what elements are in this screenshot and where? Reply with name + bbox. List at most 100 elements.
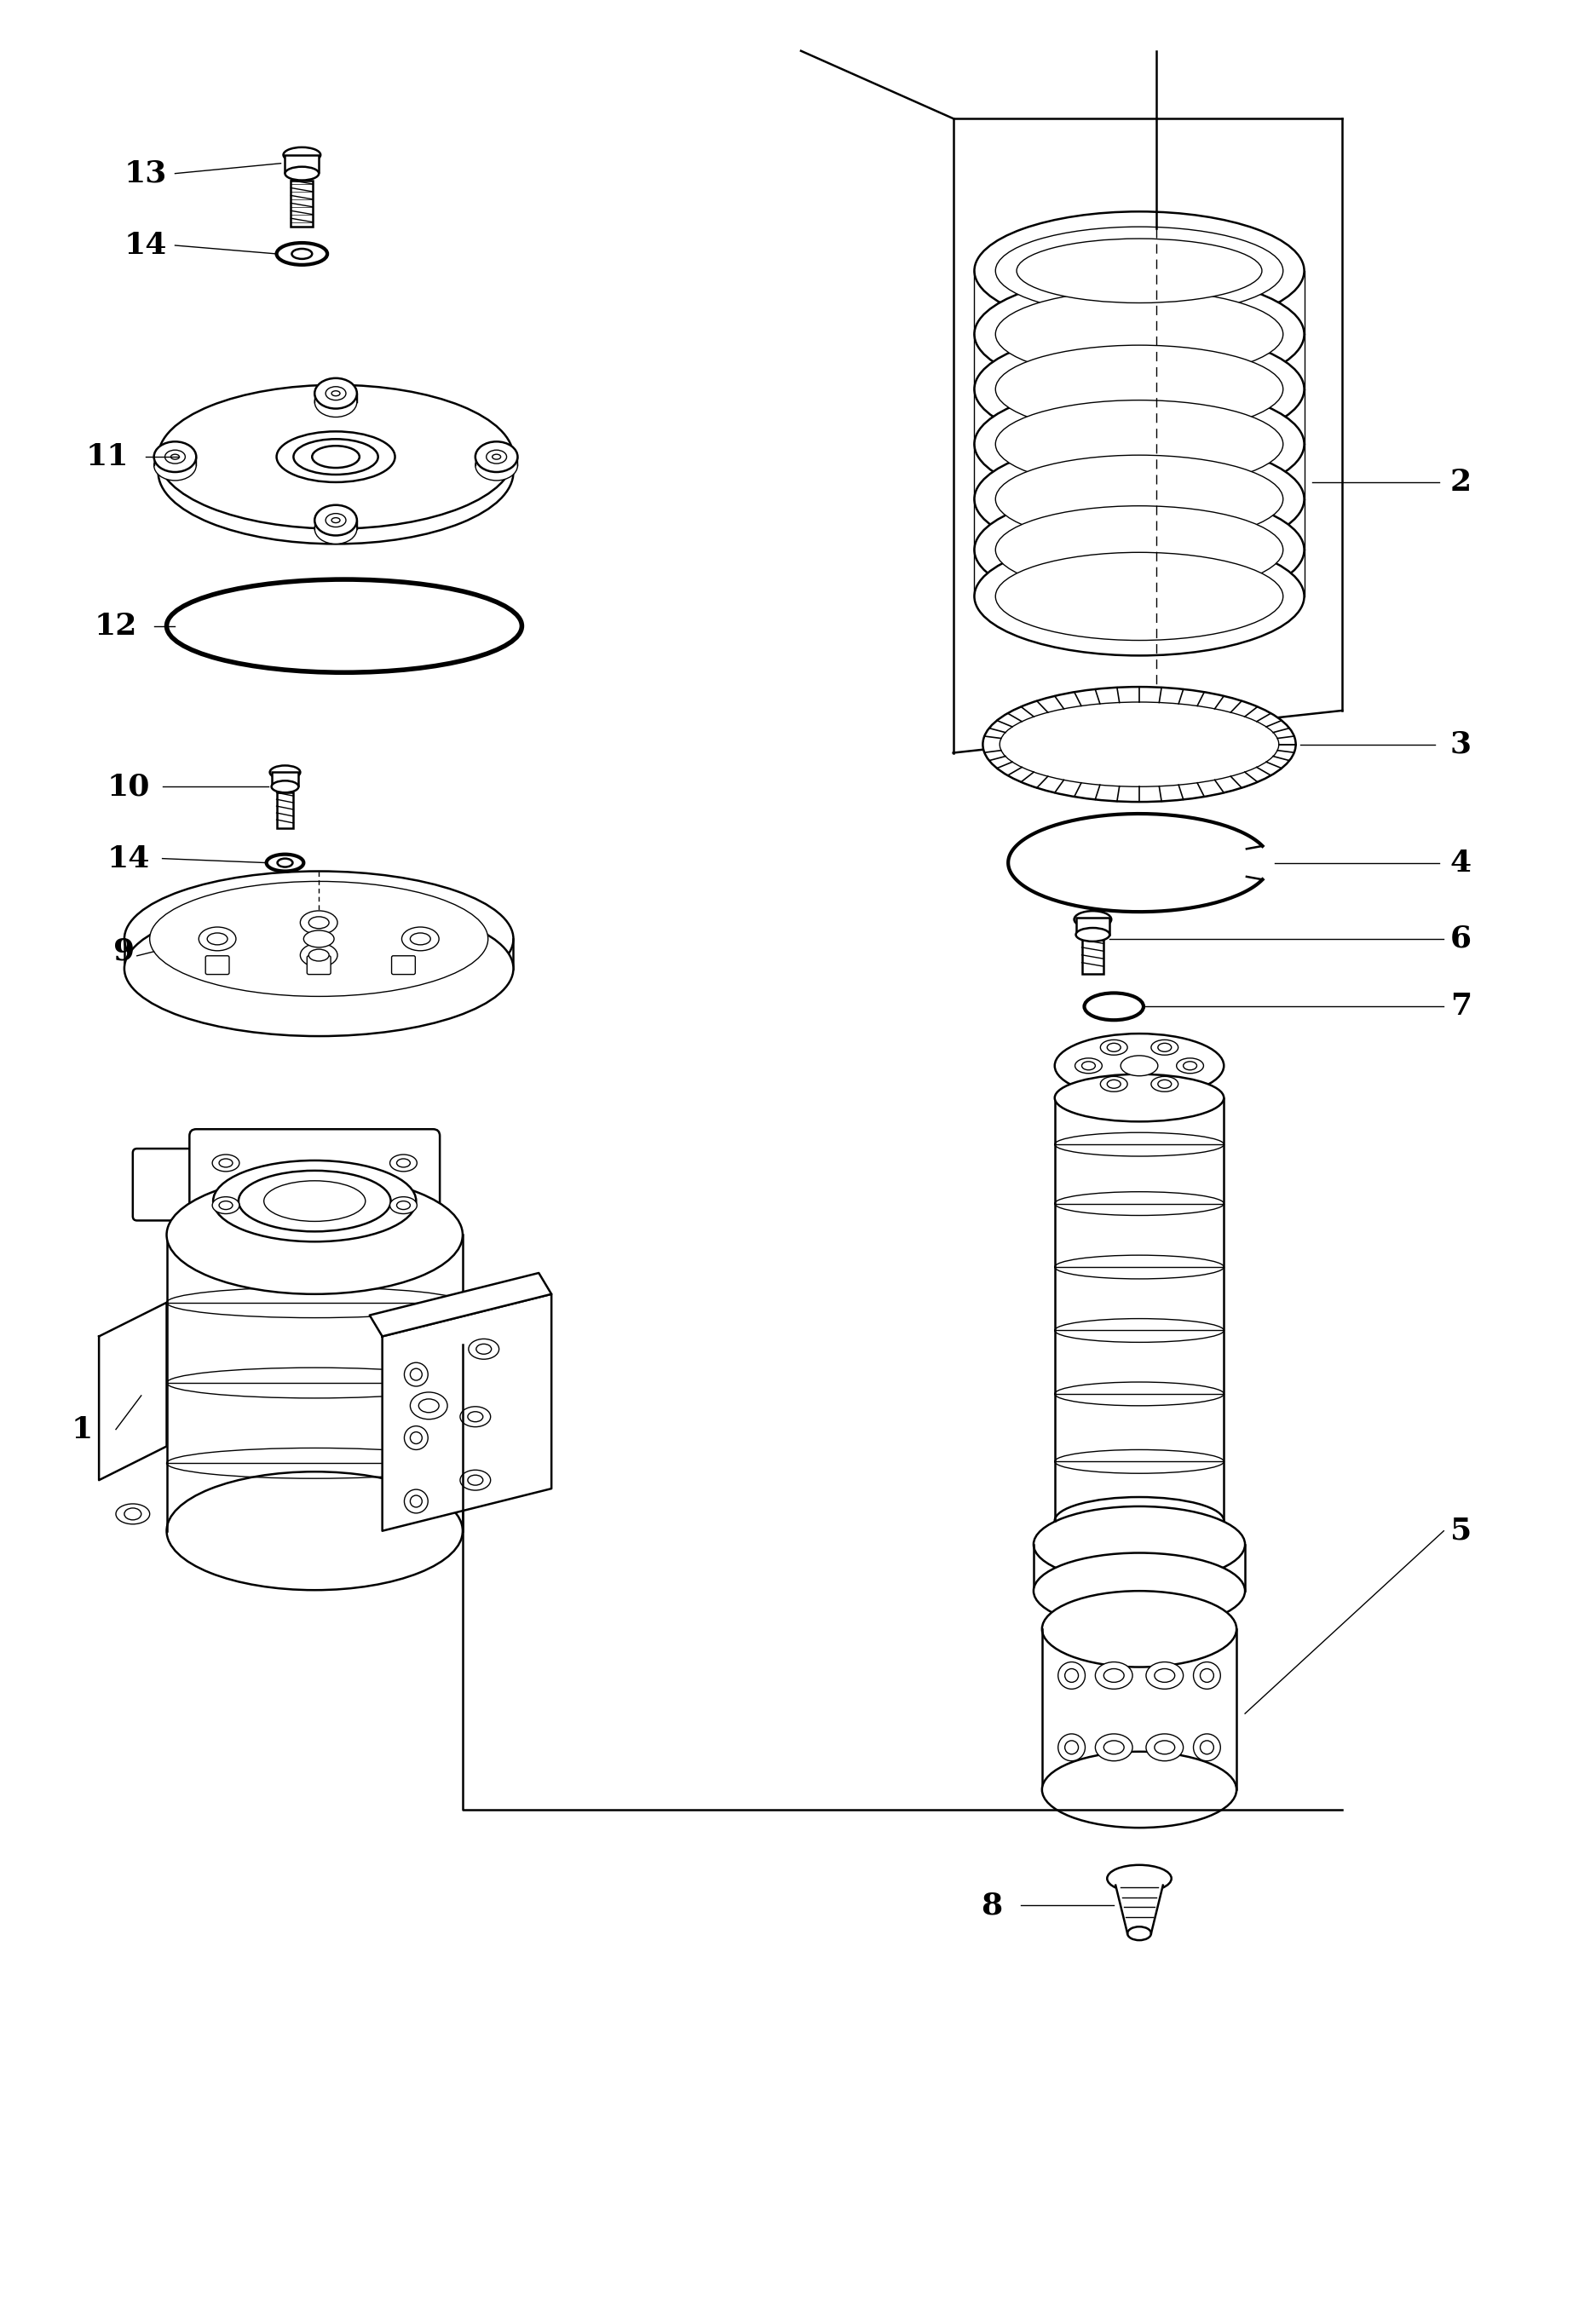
Text: 5: 5 [1449, 1516, 1472, 1546]
Ellipse shape [1084, 993, 1143, 1021]
Text: 4: 4 [1451, 847, 1472, 877]
Ellipse shape [124, 1507, 140, 1521]
Ellipse shape [974, 211, 1304, 331]
Ellipse shape [314, 387, 358, 417]
Ellipse shape [212, 1197, 239, 1213]
Polygon shape [974, 333, 1304, 389]
Ellipse shape [974, 440, 1304, 558]
Polygon shape [974, 444, 1304, 500]
Ellipse shape [492, 454, 501, 458]
Text: 9: 9 [113, 938, 136, 965]
Polygon shape [974, 551, 1304, 597]
Ellipse shape [166, 1472, 463, 1590]
Ellipse shape [410, 933, 431, 945]
Ellipse shape [410, 1391, 447, 1419]
Ellipse shape [460, 1470, 490, 1491]
Ellipse shape [1100, 1039, 1127, 1056]
Ellipse shape [1151, 1076, 1178, 1093]
Ellipse shape [314, 514, 358, 544]
Text: 13: 13 [124, 160, 168, 188]
Bar [276, 792, 294, 829]
Polygon shape [166, 1234, 463, 1530]
Ellipse shape [996, 227, 1283, 315]
Ellipse shape [332, 519, 340, 523]
Ellipse shape [117, 1505, 150, 1523]
Ellipse shape [314, 505, 358, 535]
Ellipse shape [124, 870, 514, 1007]
Ellipse shape [1065, 1741, 1079, 1755]
Ellipse shape [460, 1408, 490, 1426]
Ellipse shape [410, 1495, 421, 1507]
Polygon shape [974, 500, 1304, 551]
Polygon shape [974, 271, 1304, 333]
Ellipse shape [974, 491, 1304, 609]
Polygon shape [383, 1294, 552, 1530]
Text: 10: 10 [107, 773, 150, 801]
Ellipse shape [276, 431, 394, 482]
Ellipse shape [996, 289, 1283, 377]
Ellipse shape [1200, 1741, 1213, 1755]
Ellipse shape [286, 167, 319, 181]
Ellipse shape [476, 449, 517, 482]
Ellipse shape [1108, 1866, 1171, 1891]
Ellipse shape [1055, 1032, 1224, 1097]
Ellipse shape [1120, 1056, 1157, 1076]
Polygon shape [124, 940, 514, 968]
Ellipse shape [469, 1338, 500, 1359]
Ellipse shape [974, 384, 1304, 502]
Ellipse shape [1146, 1734, 1183, 1762]
Ellipse shape [996, 507, 1283, 595]
Polygon shape [1116, 1884, 1163, 1933]
Ellipse shape [996, 345, 1283, 433]
Text: 14: 14 [107, 845, 150, 873]
Ellipse shape [124, 901, 514, 1037]
Text: 14: 14 [124, 232, 168, 259]
Ellipse shape [164, 449, 185, 463]
Ellipse shape [1194, 1734, 1221, 1762]
Ellipse shape [1076, 928, 1109, 942]
Ellipse shape [410, 1433, 421, 1445]
Bar [286, 155, 319, 171]
Text: 1: 1 [72, 1414, 93, 1445]
Ellipse shape [271, 780, 298, 792]
Ellipse shape [1017, 238, 1262, 303]
FancyBboxPatch shape [206, 956, 230, 975]
Ellipse shape [212, 1155, 239, 1171]
Ellipse shape [476, 1345, 492, 1354]
Ellipse shape [326, 387, 346, 400]
Ellipse shape [300, 910, 337, 935]
Ellipse shape [276, 243, 327, 264]
Ellipse shape [200, 926, 236, 951]
Ellipse shape [983, 688, 1296, 801]
Ellipse shape [974, 275, 1304, 394]
Polygon shape [99, 1303, 166, 1479]
Bar [290, 181, 313, 227]
Ellipse shape [1154, 1669, 1175, 1683]
Ellipse shape [1034, 1507, 1245, 1583]
Ellipse shape [263, 1181, 365, 1222]
Text: 3: 3 [1451, 729, 1472, 759]
Polygon shape [1042, 1630, 1237, 1789]
Ellipse shape [404, 1489, 428, 1514]
Ellipse shape [468, 1412, 484, 1421]
Ellipse shape [1157, 1044, 1171, 1051]
Ellipse shape [166, 1176, 463, 1294]
Ellipse shape [1157, 1079, 1171, 1088]
Polygon shape [370, 1273, 552, 1336]
Ellipse shape [1200, 1669, 1213, 1683]
FancyBboxPatch shape [391, 956, 415, 975]
Ellipse shape [292, 248, 313, 259]
Ellipse shape [158, 400, 514, 544]
Ellipse shape [1058, 1662, 1085, 1690]
Ellipse shape [389, 1197, 417, 1213]
Ellipse shape [1151, 1039, 1178, 1056]
Ellipse shape [303, 931, 334, 947]
Ellipse shape [219, 1160, 233, 1167]
Ellipse shape [150, 882, 488, 995]
Polygon shape [1055, 1097, 1224, 1521]
Ellipse shape [1194, 1662, 1221, 1690]
Ellipse shape [996, 400, 1283, 488]
Text: 8: 8 [980, 1891, 1002, 1919]
Ellipse shape [1146, 1662, 1183, 1690]
Ellipse shape [153, 442, 196, 472]
